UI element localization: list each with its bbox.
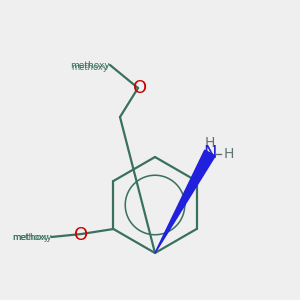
Polygon shape [155,150,215,253]
Text: methoxy: methoxy [70,61,110,70]
Text: O: O [133,79,147,97]
Text: H: H [224,147,234,161]
Text: N: N [203,144,217,162]
Text: O: O [74,226,88,244]
Text: H: H [205,136,215,150]
Text: methoxy: methoxy [71,64,108,73]
Text: methoxy: methoxy [12,232,51,242]
Text: methoxy: methoxy [13,233,50,242]
